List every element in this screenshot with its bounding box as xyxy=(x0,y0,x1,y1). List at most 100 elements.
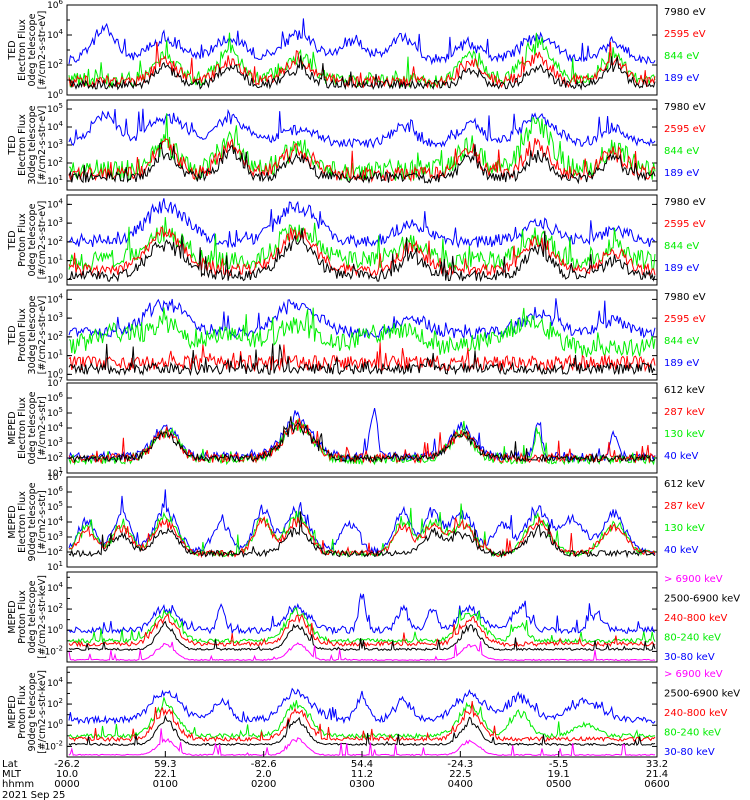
x-tick-label-hhmm: 0300 xyxy=(349,779,374,790)
legend-entry: 189 eV xyxy=(664,73,699,84)
legend-entry: 2595 eV xyxy=(664,219,706,230)
y-tick-exponent: 2 xyxy=(59,545,63,553)
series-trace xyxy=(68,700,656,743)
y-axis-label-line: [#/cm2-s-str-keV] xyxy=(37,575,48,659)
legend-entry: 2595 eV xyxy=(664,29,706,40)
series-trace xyxy=(68,55,656,91)
x-tick-label-mlt: 10.0 xyxy=(56,769,78,780)
y-tick-label: 102 xyxy=(47,697,63,710)
series-trace xyxy=(68,108,656,149)
legend-entry: 844 eV xyxy=(664,241,699,252)
y-axis-label-line: MEPED xyxy=(7,505,18,538)
y-tick-label: 101 xyxy=(47,560,63,573)
y-tick-label: 101 xyxy=(47,254,63,267)
y-tick-label: 103 xyxy=(47,311,63,324)
y-axis-label-line: MEPED xyxy=(7,600,18,633)
legend-entry: 7980 eV xyxy=(664,102,706,113)
y-tick-exponent: 6 xyxy=(59,391,64,399)
y-tick-label: 105 xyxy=(47,102,63,115)
y-axis-label-line: MEPED xyxy=(7,411,18,444)
y-tick-exponent: 4 xyxy=(59,515,64,523)
legend-entry: 612 keV xyxy=(664,479,705,490)
y-axis-label-line: Proton Flux xyxy=(17,308,28,362)
legend-entry: 7980 eV xyxy=(664,197,706,208)
y-tick-exponent: 1 xyxy=(59,174,63,182)
y-tick-exponent: 1 xyxy=(59,466,63,474)
y-tick-exponent: 4 xyxy=(59,120,64,128)
y-tick-label: 104 xyxy=(47,197,63,210)
y-axis-label-line: [#/cm2-s-str] xyxy=(37,490,48,553)
series-trace xyxy=(68,511,656,559)
y-axis-label-line: [#/cm2-s-str-eV] xyxy=(37,106,48,185)
y-tick-exponent: 2 xyxy=(59,697,63,705)
x-tick-label-hhmm: 0500 xyxy=(546,779,571,790)
x-tick-label-hhmm: 0200 xyxy=(251,779,276,790)
y-tick-label: 103 xyxy=(47,138,63,151)
y-axis-label-line: 0deg telescope xyxy=(27,391,38,464)
y-tick-exponent: 5 xyxy=(59,406,63,414)
y-axis-label: TEDElectron Flux30deg telescope[#/cm2-s-… xyxy=(7,105,48,184)
y-tick-label: 102 xyxy=(47,235,63,248)
legend-entry: 30-80 keV xyxy=(664,747,715,758)
y-tick-label: 104 xyxy=(47,28,63,41)
y-axis-label-line: [#/cm2-s-str-keV] xyxy=(37,670,48,754)
y-tick-exponent: 0 xyxy=(59,623,63,631)
y-tick-exponent: 2 xyxy=(59,451,63,459)
series-trace xyxy=(68,141,656,185)
y-tick-exponent: 3 xyxy=(59,530,63,538)
y-tick-label: 104 xyxy=(47,515,63,528)
y-tick-label: 102 xyxy=(47,602,63,615)
y-axis-label-line: 30deg telescope xyxy=(27,105,38,184)
y-tick-label: 101 xyxy=(47,349,63,362)
y-tick-exponent: 3 xyxy=(59,311,63,319)
legend-entry: 2500-6900 keV xyxy=(664,594,740,605)
y-axis-label: TEDProton Flux30deg telescope[#/cm2-s-st… xyxy=(7,295,48,374)
series-trace xyxy=(68,687,656,725)
y-tick-exponent: 4 xyxy=(59,421,64,429)
series-trace xyxy=(68,641,656,662)
legend-entry: 130 keV xyxy=(664,523,705,534)
series-trace xyxy=(68,198,656,249)
y-tick-exponent: 4 xyxy=(59,292,64,300)
legend-entry: 130 keV xyxy=(664,429,705,440)
series-trace xyxy=(68,489,656,555)
legend-entry: 30-80 keV xyxy=(664,652,715,663)
y-axis-label-line: Electron Flux xyxy=(17,114,28,176)
x-tick-label-mlt: 22.1 xyxy=(154,769,176,780)
legend-entry: 2595 eV xyxy=(664,314,706,325)
series-trace xyxy=(68,298,656,340)
series-trace xyxy=(68,41,656,89)
y-axis-label-line: [#/cm2-s-str] xyxy=(37,396,48,459)
y-tick-label: 105 xyxy=(47,500,63,513)
y-tick-exponent: 4 xyxy=(59,197,64,205)
legend-entry: 2595 eV xyxy=(664,124,706,135)
y-tick-label: 103 xyxy=(47,530,63,543)
y-axis-label-line: 90deg telescope xyxy=(27,482,38,561)
y-tick-exponent: 5 xyxy=(59,500,63,508)
y-axis-label-line: Electron Flux xyxy=(17,491,28,553)
y-tick-label: 102 xyxy=(47,58,63,71)
x-tick-label-lat: 33.2 xyxy=(646,759,668,770)
y-tick-label: 102 xyxy=(47,451,63,464)
series-trace xyxy=(68,307,656,358)
y-tick-label: 106 xyxy=(47,485,63,498)
x-tick-label-hhmm: 0600 xyxy=(644,779,669,790)
y-tick-exponent: 1 xyxy=(59,560,63,568)
panel-frame xyxy=(66,194,658,286)
y-tick-exponent: 1 xyxy=(59,349,63,357)
y-tick-exponent: 3 xyxy=(59,436,63,444)
y-axis-label: MEPEDElectron Flux0deg telescope[#/cm2-s… xyxy=(7,391,48,464)
y-axis-label-line: TED xyxy=(7,40,18,60)
y-tick-exponent: 2 xyxy=(59,58,63,66)
y-tick-exponent: 4 xyxy=(59,676,64,684)
y-tick-exponent: 4 xyxy=(59,28,64,36)
legend-entry: 80-240 keV xyxy=(664,728,721,739)
y-tick-exponent: 2 xyxy=(59,156,63,164)
y-axis-label-line: Electron Flux xyxy=(17,19,28,81)
